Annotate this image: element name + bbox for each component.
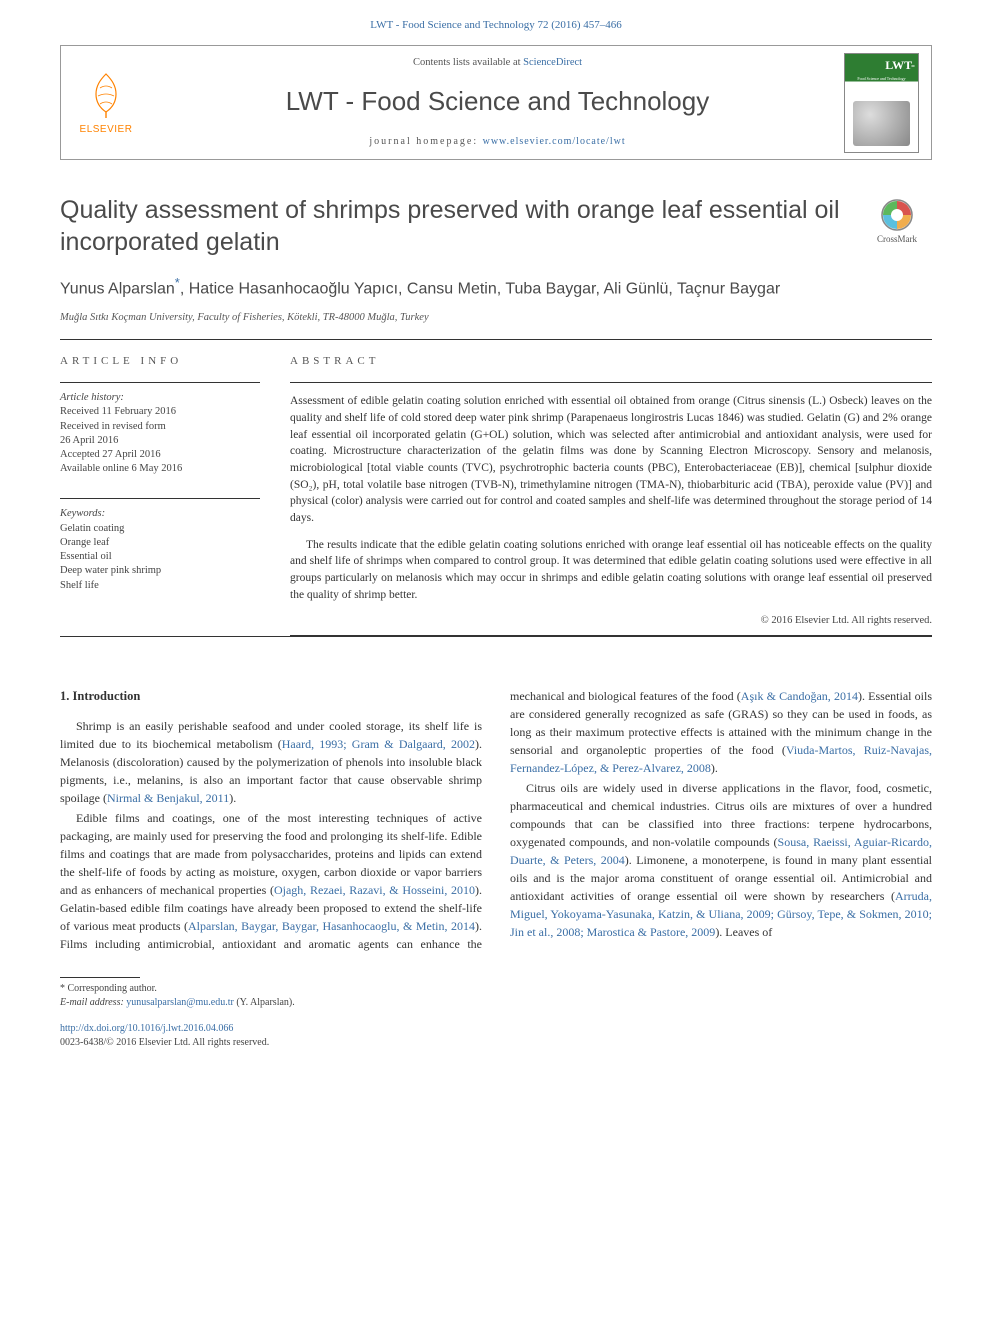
- citation-link[interactable]: Nirmal & Benjakul, 2011: [107, 791, 229, 805]
- journal-homepage-line: journal homepage: www.elsevier.com/locat…: [151, 135, 844, 149]
- section-heading-intro: 1. Introduction: [60, 687, 482, 706]
- publisher-logo[interactable]: ELSEVIER: [61, 68, 151, 137]
- issn-copyright: 0023-6438/© 2016 Elsevier Ltd. All right…: [60, 1036, 470, 1050]
- crossmark-icon: [881, 199, 913, 231]
- article-info-heading: ARTICLE INFO: [60, 354, 260, 369]
- article-history-item: Received 11 February 2016: [60, 405, 260, 419]
- keyword-item: Deep water pink shrimp: [60, 564, 260, 578]
- divider: [60, 636, 932, 637]
- doi-line: http://dx.doi.org/10.1016/j.lwt.2016.04.…: [60, 1022, 470, 1036]
- article-history-item: 26 April 2016: [60, 434, 260, 448]
- journal-homepage-link[interactable]: www.elsevier.com/locate/lwt: [483, 136, 626, 147]
- crossmark-label: CrossMark: [877, 234, 917, 244]
- homepage-prefix: journal homepage:: [369, 136, 482, 147]
- journal-title: LWT - Food Science and Technology: [151, 83, 844, 119]
- cover-image-placeholder: [853, 101, 910, 146]
- affiliation: Muğla Sıtkı Koçman University, Faculty o…: [60, 311, 932, 326]
- divider: [60, 339, 932, 340]
- article-history-item: Available online 6 May 2016: [60, 462, 260, 476]
- abstract-heading: ABSTRACT: [290, 354, 932, 370]
- citation-link[interactable]: Ojagh, Rezaei, Razavi, & Hosseini, 2010: [274, 883, 475, 897]
- cover-lwt-label: LWT-: [848, 57, 915, 74]
- contents-prefix: Contents lists available at: [413, 57, 523, 68]
- crossmark-badge[interactable]: CrossMark: [862, 199, 932, 246]
- citation-link[interactable]: Haard, 1993; Gram & Dalgaard, 2002: [282, 737, 475, 751]
- cover-subtitle: Food Science and Technology: [848, 76, 915, 82]
- citation-link[interactable]: Alparslan, Baygar, Baygar, Hasanhocaoglu…: [188, 919, 475, 933]
- journal-cover-thumbnail[interactable]: LWT- Food Science and Technology: [844, 53, 919, 153]
- authors-list: Yunus Alparslan*, Hatice Hasanhocaoğlu Y…: [60, 274, 932, 301]
- keyword-item: Orange leaf: [60, 536, 260, 550]
- journal-reference-link[interactable]: LWT - Food Science and Technology 72 (20…: [370, 19, 622, 31]
- abstract-p2: The results indicate that the edible gel…: [290, 537, 932, 604]
- article-history-item: Received in revised form: [60, 420, 260, 434]
- article-info-column: ARTICLE INFO Article history: Received 1…: [60, 354, 260, 635]
- article-title: Quality assessment of shrimps preserved …: [60, 195, 842, 258]
- abstract-copyright: © 2016 Elsevier Ltd. All rights reserved…: [290, 613, 932, 628]
- journal-header: ELSEVIER Contents lists available at Sci…: [60, 45, 932, 160]
- keyword-item: Essential oil: [60, 550, 260, 564]
- corresponding-author-note: * Corresponding author.: [60, 982, 470, 996]
- publisher-name: ELSEVIER: [73, 123, 139, 137]
- email-line: E-mail address: yunusalparslan@mu.edu.tr…: [60, 996, 470, 1010]
- doi-link[interactable]: http://dx.doi.org/10.1016/j.lwt.2016.04.…: [60, 1023, 233, 1034]
- corresponding-email-link[interactable]: yunusalparslan@mu.edu.tr: [126, 997, 234, 1008]
- footnote-block: * Corresponding author. E-mail address: …: [60, 977, 470, 1050]
- abstract-p1: Assessment of edible gelatin coating sol…: [290, 393, 932, 526]
- citation-link[interactable]: Aşık & Candoğan, 2014: [741, 689, 858, 703]
- article-history-item: Accepted 27 April 2016: [60, 448, 260, 462]
- sciencedirect-link[interactable]: ScienceDirect: [523, 57, 582, 68]
- contents-list-line: Contents lists available at ScienceDirec…: [151, 56, 844, 71]
- elsevier-tree-icon: [82, 68, 130, 120]
- keyword-item: Gelatin coating: [60, 522, 260, 536]
- article-history-label: Article history:: [60, 391, 260, 406]
- abstract-column: ABSTRACT Assessment of edible gelatin co…: [290, 354, 932, 635]
- keyword-item: Shelf life: [60, 579, 260, 593]
- intro-p3: Citrus oils are widely used in diverse a…: [510, 779, 932, 941]
- journal-reference: LWT - Food Science and Technology 72 (20…: [0, 0, 992, 45]
- intro-p1: Shrimp is an easily perishable seafood a…: [60, 717, 482, 807]
- article-body: 1. Introduction Shrimp is an easily peri…: [60, 687, 932, 954]
- keywords-label: Keywords:: [60, 507, 260, 522]
